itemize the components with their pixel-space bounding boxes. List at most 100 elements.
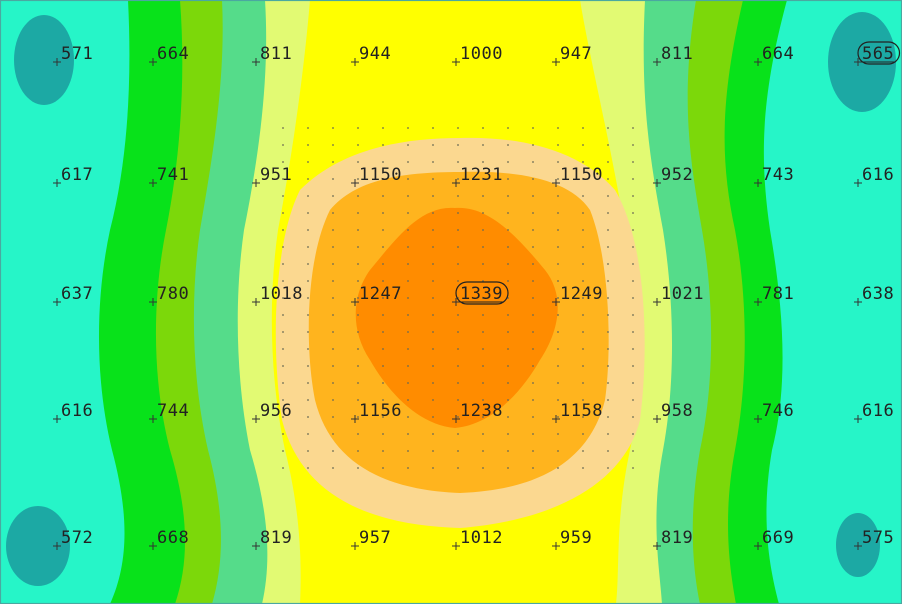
- grid-dot: [382, 467, 384, 469]
- grid-point: 811: [653, 44, 693, 66]
- value-label: 617: [61, 165, 93, 185]
- grid-dot: [457, 382, 459, 384]
- grid-dot: [582, 263, 584, 265]
- grid-dot: [582, 161, 584, 163]
- grid-point: 1150: [552, 165, 602, 187]
- grid-dot: [432, 229, 434, 231]
- band-lt-600-top-left: [14, 15, 74, 105]
- grid-dot: [307, 314, 309, 316]
- grid-dot: [432, 263, 434, 265]
- grid-dot: [307, 433, 309, 435]
- grid-dot: [607, 263, 609, 265]
- grid-dot: [282, 382, 284, 384]
- grid-dot: [582, 348, 584, 350]
- grid-dot: [357, 280, 359, 282]
- grid-dot: [357, 450, 359, 452]
- grid-dot: [632, 178, 634, 180]
- grid-point: 1021: [653, 284, 704, 306]
- grid-dot: [557, 399, 559, 401]
- grid-dot: [457, 195, 459, 197]
- grid-dot: [582, 178, 584, 180]
- grid-point: 664: [149, 44, 189, 66]
- grid-dot: [432, 348, 434, 350]
- grid-dot: [407, 297, 409, 299]
- grid-dot: [307, 450, 309, 452]
- grid-dot: [507, 382, 509, 384]
- grid-dot: [357, 416, 359, 418]
- grid-dot: [482, 416, 484, 418]
- grid-dot: [607, 331, 609, 333]
- grid-point: 951: [252, 165, 292, 187]
- grid-dot: [407, 467, 409, 469]
- grid-dot: [332, 450, 334, 452]
- grid-dot: [582, 416, 584, 418]
- grid-dot: [532, 382, 534, 384]
- value-label: 669: [762, 528, 794, 548]
- grid-point: 1231: [452, 165, 502, 187]
- grid-dot: [407, 433, 409, 435]
- grid-dot: [632, 161, 634, 163]
- value-label: 1021: [661, 284, 704, 304]
- grid-dot: [607, 297, 609, 299]
- grid-dot: [457, 416, 459, 418]
- grid-dot: [607, 178, 609, 180]
- grid-dot: [557, 127, 559, 129]
- value-label: 637: [61, 284, 93, 304]
- grid-dot: [507, 263, 509, 265]
- grid-dot: [607, 195, 609, 197]
- grid-dot: [557, 178, 559, 180]
- grid-dot: [332, 195, 334, 197]
- grid-dot: [332, 178, 334, 180]
- grid-dot: [482, 467, 484, 469]
- grid-dot: [582, 365, 584, 367]
- grid-dot: [582, 144, 584, 146]
- grid-dot: [457, 331, 459, 333]
- grid-dot: [532, 348, 534, 350]
- grid-dot: [382, 127, 384, 129]
- grid-point: 957: [351, 528, 391, 550]
- grid-dot: [357, 314, 359, 316]
- grid-dot: [382, 297, 384, 299]
- grid-dot: [357, 365, 359, 367]
- grid-dot: [632, 399, 634, 401]
- grid-dot: [282, 348, 284, 350]
- grid-dot: [507, 195, 509, 197]
- grid-dot: [632, 416, 634, 418]
- grid-dot: [407, 331, 409, 333]
- grid-dot: [432, 212, 434, 214]
- grid-dot: [307, 212, 309, 214]
- grid-dot: [582, 280, 584, 282]
- grid-dot: [507, 127, 509, 129]
- grid-dot: [282, 314, 284, 316]
- grid-dot: [457, 263, 459, 265]
- grid-dot: [382, 382, 384, 384]
- grid-dot: [382, 144, 384, 146]
- grid-dot: [607, 382, 609, 384]
- max-value-highlight: [455, 281, 509, 305]
- grid-dot: [632, 450, 634, 452]
- value-label: 1150: [359, 165, 402, 185]
- grid-dot: [382, 399, 384, 401]
- grid-dot: [382, 246, 384, 248]
- grid-dot: [557, 331, 559, 333]
- value-label: 638: [862, 284, 894, 304]
- grid-dot: [407, 450, 409, 452]
- grid-dot: [282, 450, 284, 452]
- grid-dot: [607, 416, 609, 418]
- grid-dot: [607, 399, 609, 401]
- value-label: 780: [157, 284, 189, 304]
- value-label: 819: [661, 528, 693, 548]
- grid-dot: [307, 331, 309, 333]
- grid-dot: [482, 382, 484, 384]
- value-label: 956: [260, 401, 292, 421]
- grid-dot: [507, 314, 509, 316]
- grid-dot: [282, 416, 284, 418]
- grid-dot: [582, 195, 584, 197]
- grid-dot: [607, 127, 609, 129]
- grid-dot: [357, 161, 359, 163]
- grid-dot: [557, 229, 559, 231]
- grid-dot: [357, 144, 359, 146]
- grid-dot: [632, 382, 634, 384]
- grid-dot: [532, 467, 534, 469]
